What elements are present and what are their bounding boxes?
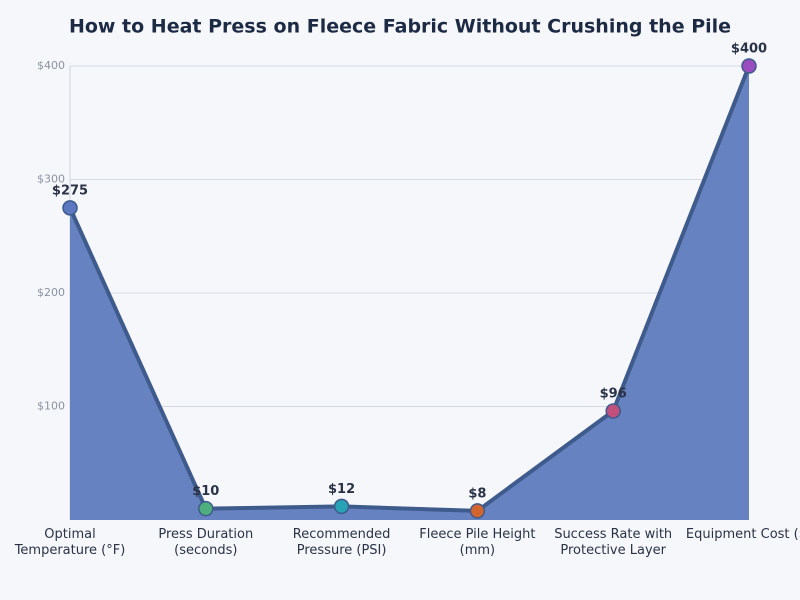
data-point <box>469 503 486 519</box>
data-label: $400 <box>731 42 767 57</box>
data-point <box>62 200 78 216</box>
y-tick-label: $200 <box>37 286 65 299</box>
x-tick-label: Optimal Temperature (°F) <box>14 527 126 558</box>
data-label: $96 <box>600 387 627 402</box>
data-label: $10 <box>192 484 219 499</box>
data-point <box>741 58 757 74</box>
data-label: $275 <box>52 183 88 198</box>
area <box>70 66 749 520</box>
line <box>68 65 751 513</box>
x-tick-label: Recommended Pressure (PSI) <box>292 527 391 558</box>
x-tick-label: Press Duration (seconds) <box>158 527 254 558</box>
data-point <box>605 403 621 419</box>
x-tick-label: Success Rate with Protective Layer <box>554 527 673 558</box>
data-label: $12 <box>328 482 355 497</box>
data-point <box>198 500 214 517</box>
y-tick-label: $100 <box>37 400 65 413</box>
chart-title: How to Heat Press on Fleece Fabric Witho… <box>69 16 731 38</box>
data-point <box>333 498 350 515</box>
x-tick-label: Equipment Cost ($) <box>685 527 800 542</box>
y-tick-label: $300 <box>37 173 65 186</box>
x-tick-label: Fleece Pile Height (mm) <box>419 527 536 558</box>
y-tick-label: $400 <box>37 59 65 72</box>
data-label: $8 <box>468 486 486 501</box>
